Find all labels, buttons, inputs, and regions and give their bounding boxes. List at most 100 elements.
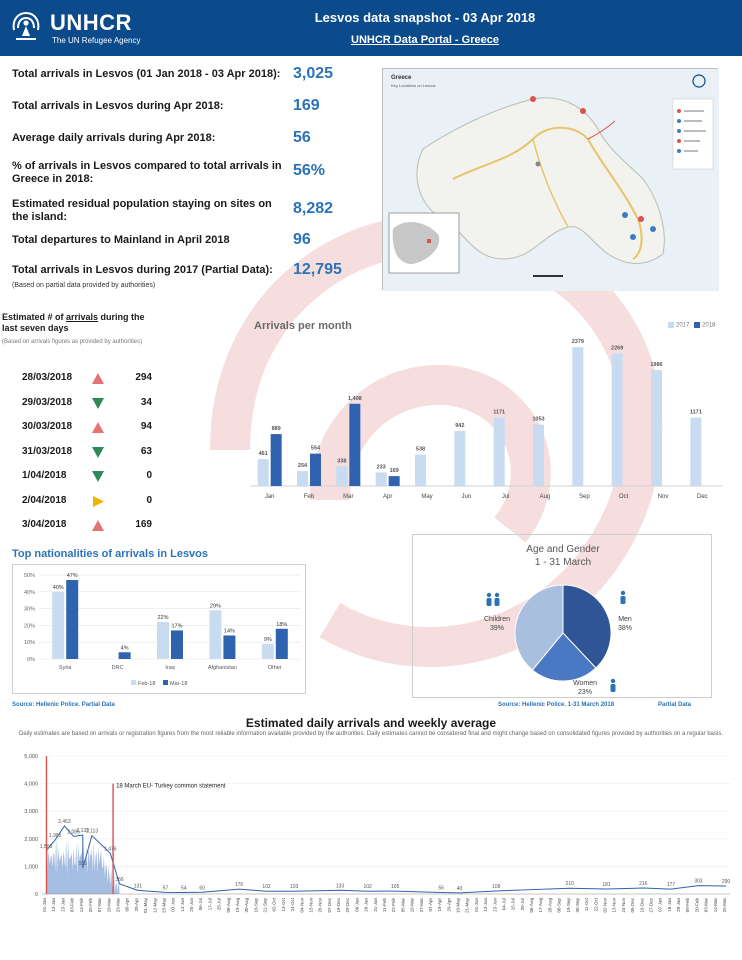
data-portal-link[interactable]: UNHCR Data Portal - Greece — [351, 34, 499, 46]
lesvos-map[interactable]: Greece Key Locations on Lesvos — [382, 68, 719, 291]
x-tick-label: 14-Feb — [79, 898, 84, 913]
day-value: 63 — [140, 445, 152, 457]
data-label: 169 — [390, 468, 399, 474]
bar-Mar-18-Afghanistan — [223, 635, 236, 659]
stat-label: % of arrivals in Lesvos compared to tota… — [12, 160, 282, 185]
day-date: 2/04/2018 — [22, 494, 67, 506]
trend-down-icon — [92, 397, 104, 409]
weekly-average-label: 216 — [639, 881, 648, 887]
daily-arrivals-note: Daily estimates are based on arrivals or… — [18, 731, 724, 737]
x-tick-label: 03-Mar — [704, 898, 709, 913]
x-tick-label: 11-Oct — [584, 897, 589, 911]
unhcr-logo[interactable]: UNHCR The UN Refugee Agency — [6, 6, 186, 50]
weekly-average-label: 60 — [199, 885, 205, 891]
weekly-average-label: 176 — [235, 882, 244, 888]
x-tick-label: Apr — [383, 494, 392, 500]
map-marker[interactable] — [535, 161, 541, 167]
data-label: 17% — [171, 623, 182, 629]
x-tick-label: 18-Apr — [437, 898, 442, 912]
day-row: 3/04/2018 169 — [22, 519, 152, 533]
map-marker[interactable] — [630, 234, 636, 240]
y-tick-label: 0% — [27, 657, 35, 663]
unhcr-emblem-icon — [12, 11, 40, 40]
x-tick-label: 15-Nov — [308, 897, 313, 912]
age-gender-source: Source: Hellenic Police. 1-31 March 2018 — [498, 702, 615, 708]
y-tick-label: 0 — [35, 892, 38, 898]
x-tick-label: 12-Jan — [51, 898, 56, 912]
x-tick-label: 12-May — [152, 897, 157, 913]
x-tick-label: 26-Jul — [520, 898, 525, 910]
bar-Mar-18-Iraq — [171, 630, 183, 659]
data-label: 22% — [157, 615, 168, 621]
weekly-average-label: 2,133 — [76, 828, 89, 834]
person-head — [620, 590, 626, 596]
bar-Mar-18-Syria — [66, 580, 79, 659]
weekly-average-label: 109 — [492, 884, 501, 890]
title-text: during the last seven days — [2, 312, 145, 333]
map-legend-items — [677, 109, 706, 153]
x-tick-label: 19-Sep — [566, 898, 571, 913]
x-tick-label: 04-Nov — [299, 897, 304, 912]
age-gender-title: Age and Gender 1 - 31 March — [413, 543, 713, 569]
day-date: 28/03/2018 — [22, 372, 73, 383]
bar-Feb-18-Syria — [52, 591, 65, 659]
weekly-average-label: 935 — [79, 861, 88, 867]
legend-swatch-mar18 — [163, 680, 168, 685]
logo-wordmark: UNHCR — [50, 10, 132, 35]
x-tick-label: Afghanistan — [208, 665, 237, 671]
map-marker[interactable] — [530, 96, 536, 102]
weekly-average-label: 290 — [722, 879, 731, 885]
x-tick-label: 17-Aug — [538, 898, 543, 913]
weekly-average-label: 210 — [566, 881, 575, 887]
data-label: 18% — [276, 622, 287, 628]
map-marker[interactable] — [622, 212, 628, 218]
x-tick-label: Jan — [265, 494, 275, 500]
map-marker[interactable] — [580, 108, 586, 114]
road — [532, 138, 569, 228]
x-tick-label: Jul — [502, 494, 510, 500]
x-tick-label: 04-Jul — [501, 898, 506, 910]
day-value: 169 — [135, 519, 152, 530]
x-tick-label: 18-Mar — [106, 898, 111, 913]
seven-days-subtitle: (Based on arrivals figures as provided b… — [2, 339, 143, 345]
arrivals-per-month-chart: Arrivals per month 2017 2018 461 889 Jan 25… — [246, 316, 726, 506]
stats-footnote: (Based on partial data provided by autho… — [12, 282, 156, 289]
x-tick-label: 14-Jun — [180, 898, 185, 912]
arrivals-link[interactable]: arrivals — [66, 312, 99, 322]
x-tick-label: 23-Jan — [60, 898, 65, 912]
trend-flat-icon — [93, 495, 104, 507]
data-label: 1053 — [532, 417, 544, 423]
stat-label: Total arrivals in Lesvos during 2017 (Pa… — [12, 264, 273, 276]
y-tick-label: 2,000 — [24, 837, 38, 843]
age-gender-chart: Age and Gender 1 - 31 March Men 38% Women 2… — [412, 534, 712, 698]
x-tick-label: 20-Apr — [134, 898, 139, 912]
map-marker[interactable] — [650, 226, 656, 232]
x-tick-label: 29-Mar — [116, 898, 121, 913]
x-tick-label: 01-May — [143, 897, 148, 913]
x-tick-label: 01-Jan — [42, 898, 47, 912]
day-value: 34 — [140, 396, 152, 408]
day-row: 28/03/2018 294 — [22, 372, 152, 386]
x-tick-label: Nov — [658, 494, 669, 500]
x-tick-label: Other — [268, 665, 282, 671]
weekly-average-label: 102 — [262, 884, 271, 890]
x-tick-label: 12-Jun — [483, 898, 488, 912]
y-tick-label: 4,000 — [24, 782, 38, 788]
pie-slice-children — [514, 584, 564, 671]
bar-2017-May — [415, 454, 426, 486]
x-tick-label: 21-Sep — [263, 898, 268, 913]
slice-label: Women — [573, 680, 597, 687]
weekly-average-label: 366 — [115, 877, 124, 883]
x-tick-label: 24-Nov — [621, 897, 626, 912]
x-tick-label: 07-Jan — [658, 898, 663, 912]
x-tick-label: 09-Feb — [685, 898, 690, 913]
x-tick-label: 26-Nov — [318, 897, 323, 912]
x-tick-label: 10-Sep — [253, 898, 258, 913]
stat-label: Total arrivals in Lesvos (01 Jan 2018 - … — [12, 68, 281, 80]
x-tick-label: 27-Dec — [648, 897, 653, 912]
map-marker[interactable] — [638, 216, 644, 222]
day-date: 29/03/2018 — [22, 396, 73, 408]
stat-label: Average daily arrivals during Apr 2018: — [12, 132, 216, 144]
x-tick-label: DRC — [112, 665, 124, 671]
man-icon — [620, 590, 626, 604]
